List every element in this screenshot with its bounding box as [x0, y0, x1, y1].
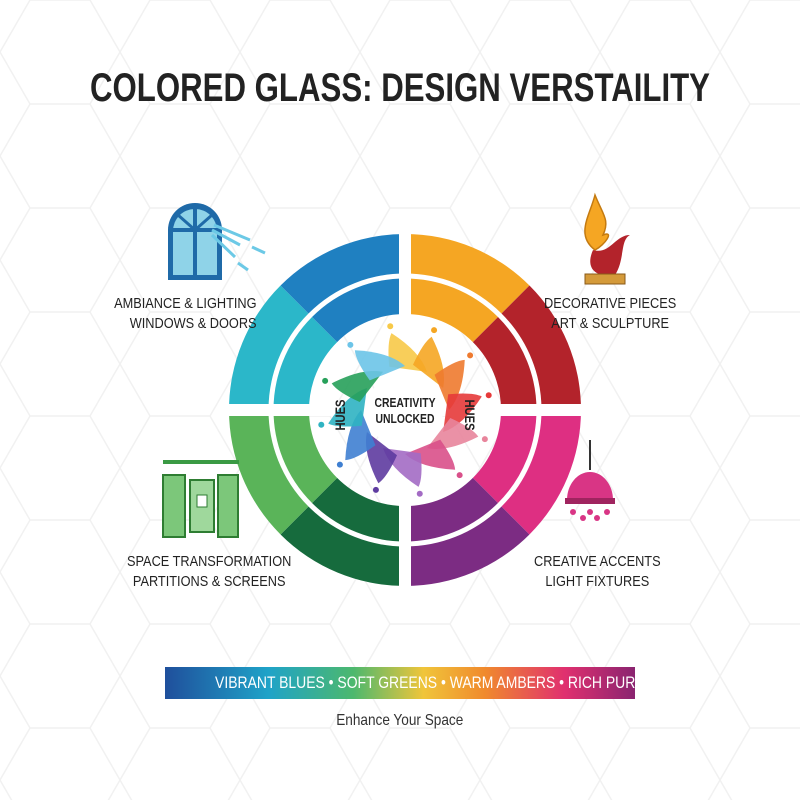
label-creative-accents: CREATIVE ACCENTS LIGHT FIXTURES — [534, 552, 661, 592]
glass-partition-icon — [162, 460, 239, 538]
swirl-dot — [347, 341, 354, 348]
swirl-dot — [467, 352, 474, 359]
arched-window-icon — [168, 203, 266, 280]
hues-label-left: HUES — [333, 399, 348, 430]
center-text-line1: CREATIVITY — [374, 396, 435, 410]
swirl-dot — [456, 472, 463, 479]
swirl-dot — [318, 421, 325, 428]
label-line1: SPACE TRANSFORMATION — [127, 553, 292, 570]
label-line2: WINDOWS & DOORS — [130, 315, 257, 332]
swirl-dot — [416, 490, 423, 497]
banner-text: VIBRANT BLUES • SOFT GREENS • WARM AMBER… — [215, 673, 671, 692]
swirl-dot — [336, 461, 343, 468]
label-line2: ART & SCULPTURE — [551, 315, 670, 332]
label-space-transformation: SPACE TRANSFORMATION PARTITIONS & SCREEN… — [127, 552, 291, 592]
label-line1: CREATIVE ACCENTS — [534, 553, 661, 570]
label-line1: AMBIANCE & LIGHTING — [114, 295, 257, 312]
label-decorative-pieces: DECORATIVE PIECES ART & SCULPTURE — [544, 294, 676, 334]
label-ambiance-lighting: AMBIANCE & LIGHTING WINDOWS & DOORS — [115, 294, 257, 334]
swirl-petal — [434, 359, 465, 410]
center-circle — [367, 372, 443, 448]
swirl-petal — [354, 350, 405, 381]
center-text-line2: UNLOCKED — [376, 412, 435, 426]
tagline-text: Enhance Your Space — [336, 712, 464, 729]
label-line1: DECORATIVE PIECES — [544, 295, 677, 312]
glass-sculpture-icon — [584, 192, 630, 285]
swirl-dot — [485, 392, 492, 399]
pendant-lamp-icon — [565, 440, 615, 521]
color-palette-banner: VIBRANT BLUES • SOFT GREENS • WARM AMBER… — [165, 667, 671, 699]
swirl-petal — [405, 439, 456, 470]
label-line2: PARTITIONS & SCREENS — [132, 573, 286, 590]
swirl-dot — [431, 327, 438, 334]
swirl-petal — [345, 410, 376, 461]
swirl-dot — [387, 323, 394, 330]
tagline: Enhance Your Space — [0, 712, 800, 730]
swirl-dot — [372, 486, 379, 493]
label-line2: LIGHT FIXTURES — [545, 573, 650, 590]
swirl-dot — [322, 377, 329, 384]
swirl-dot — [481, 436, 488, 443]
page-title: COLORED GLASS: DESIGN VERSTAILITY — [89, 66, 711, 110]
hues-label-right: HUES — [462, 399, 477, 430]
